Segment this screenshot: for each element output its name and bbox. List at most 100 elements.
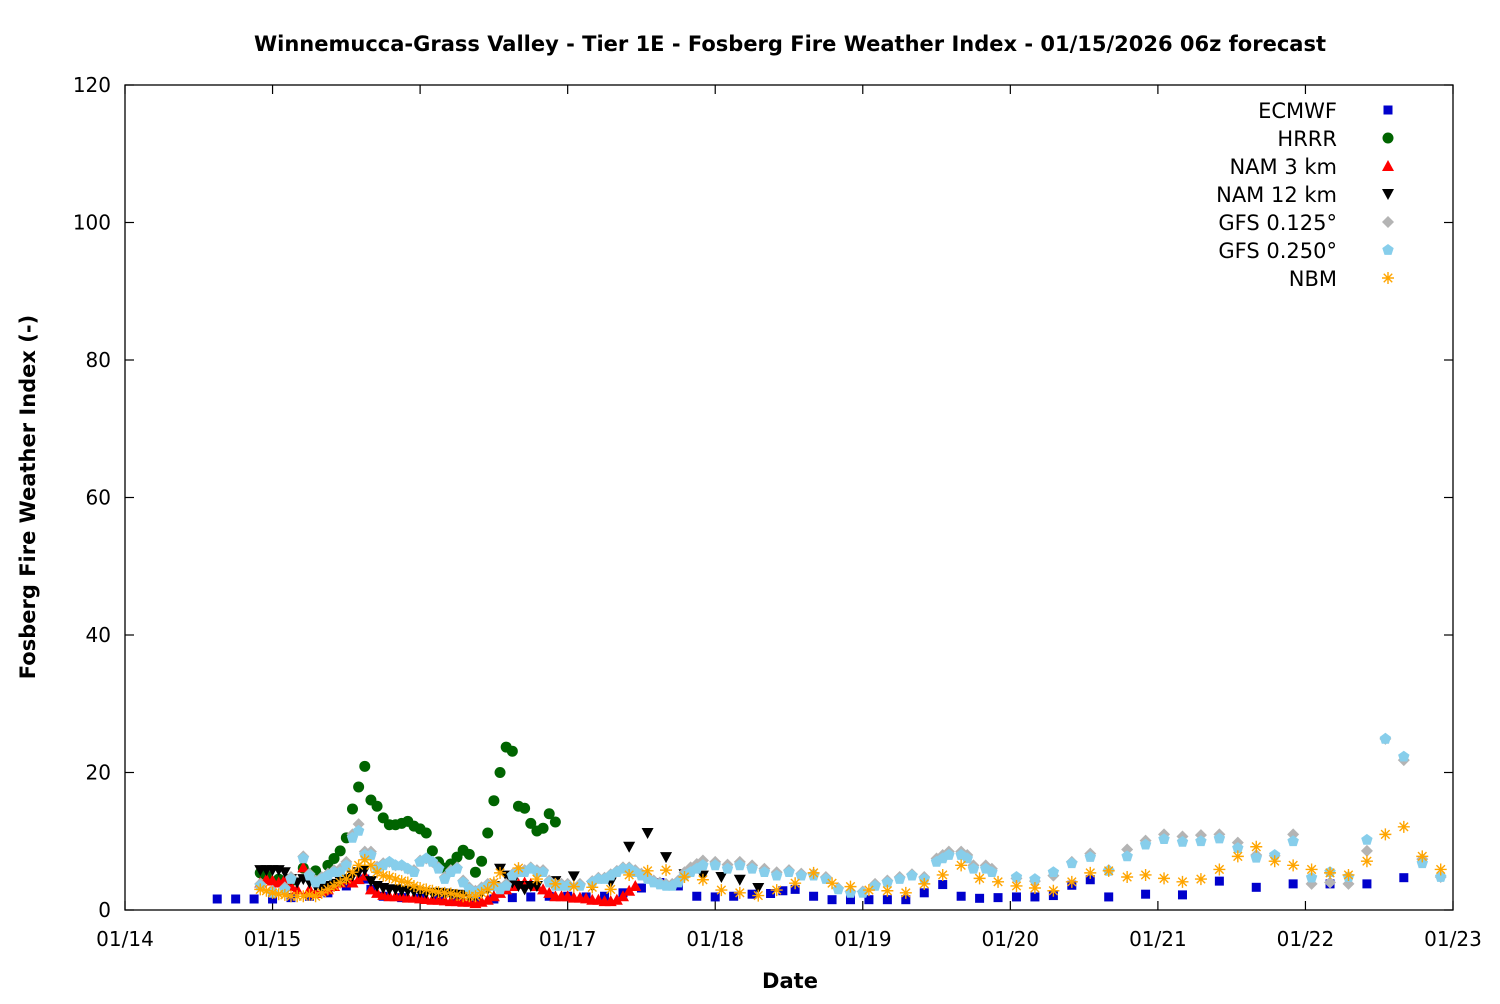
data-point	[752, 889, 765, 902]
data-point	[414, 882, 427, 894]
data-point	[955, 859, 968, 872]
data-point	[660, 864, 673, 877]
data-point	[623, 868, 636, 881]
data-point	[426, 884, 439, 897]
data-point	[507, 893, 517, 903]
data-point	[1287, 828, 1300, 841]
data-point	[395, 875, 408, 888]
data-point	[894, 873, 906, 884]
y-tick-label: 60	[86, 486, 111, 510]
data-point	[297, 861, 310, 873]
data-point	[1268, 855, 1281, 868]
data-point	[1287, 835, 1299, 847]
data-point	[463, 848, 475, 860]
legend-label: NBM	[1289, 267, 1337, 291]
legend-label: HRRR	[1277, 127, 1337, 151]
data-point	[389, 873, 402, 886]
legend-marker	[1382, 216, 1394, 228]
data-point	[432, 862, 445, 874]
data-point	[487, 876, 500, 889]
data-point	[975, 893, 985, 903]
data-point	[297, 852, 309, 864]
data-point	[1324, 866, 1337, 879]
data-point	[1250, 840, 1263, 853]
data-point	[1251, 882, 1261, 892]
data-point	[956, 891, 966, 901]
data-point	[1176, 835, 1189, 847]
data-point	[692, 891, 702, 901]
data-point	[715, 884, 728, 897]
data-point	[543, 886, 556, 898]
data-point	[420, 827, 432, 839]
data-point	[1362, 879, 1372, 889]
data-point	[1342, 868, 1355, 881]
legend-label: ECMWF	[1258, 99, 1337, 123]
data-point	[1288, 879, 1298, 889]
data-point	[729, 891, 739, 901]
data-point	[881, 884, 894, 897]
data-point	[451, 888, 463, 901]
data-point	[938, 880, 948, 890]
legend-marker	[1382, 189, 1394, 200]
data-point	[1176, 875, 1189, 888]
y-axis-label: Fosberg Fire Weather Index (-)	[16, 315, 40, 679]
data-point	[1305, 871, 1318, 883]
data-point	[636, 883, 646, 893]
data-point	[364, 859, 377, 872]
data-point	[438, 886, 451, 899]
data-point	[747, 889, 757, 899]
data-point	[297, 890, 310, 903]
data-point	[1435, 871, 1447, 882]
data-point	[1065, 875, 1078, 888]
data-point	[494, 866, 507, 879]
data-point	[334, 845, 346, 857]
data-point	[993, 893, 1003, 903]
y-tick-label: 100	[73, 211, 111, 235]
data-point	[291, 883, 304, 895]
data-point	[526, 892, 536, 902]
data-point	[660, 852, 673, 864]
data-point	[457, 890, 470, 903]
data-point	[1066, 857, 1078, 869]
data-point	[426, 845, 438, 857]
data-point	[973, 872, 986, 885]
data-point	[1104, 892, 1114, 902]
data-point	[1010, 879, 1023, 892]
data-point	[476, 855, 488, 867]
data-point	[488, 795, 500, 807]
data-point	[1416, 850, 1429, 863]
data-point	[721, 862, 734, 874]
data-point	[512, 862, 525, 875]
data-point	[359, 760, 371, 772]
data-point	[1047, 866, 1060, 877]
data-point	[475, 886, 488, 899]
x-tick-label: 01/22	[1277, 927, 1335, 951]
data-point	[610, 893, 623, 905]
data-point	[936, 868, 949, 881]
data-point	[487, 890, 500, 902]
data-point	[1379, 732, 1392, 744]
data-point	[715, 872, 728, 883]
y-tick-label: 20	[86, 761, 111, 785]
data-point	[530, 880, 543, 892]
data-point	[469, 890, 482, 903]
data-point	[1011, 892, 1021, 902]
data-point	[371, 866, 384, 879]
data-point	[1029, 873, 1041, 884]
data-point	[882, 895, 892, 905]
legend: ECMWF HRRR NAM 3 km NAM 12 km GFS 0.125° GFS …	[1216, 99, 1394, 291]
legend-label: GFS 0.250°	[1218, 239, 1337, 263]
data-point	[371, 800, 383, 812]
data-point	[766, 889, 776, 898]
data-point	[1084, 851, 1096, 862]
data-point	[845, 895, 855, 905]
data-point	[1121, 850, 1133, 862]
data-point	[710, 892, 720, 902]
data-point	[266, 886, 279, 899]
data-point	[408, 866, 420, 877]
legend-marker	[1383, 105, 1393, 115]
data-point	[260, 884, 273, 897]
data-point	[352, 818, 365, 831]
data-point	[278, 867, 291, 879]
